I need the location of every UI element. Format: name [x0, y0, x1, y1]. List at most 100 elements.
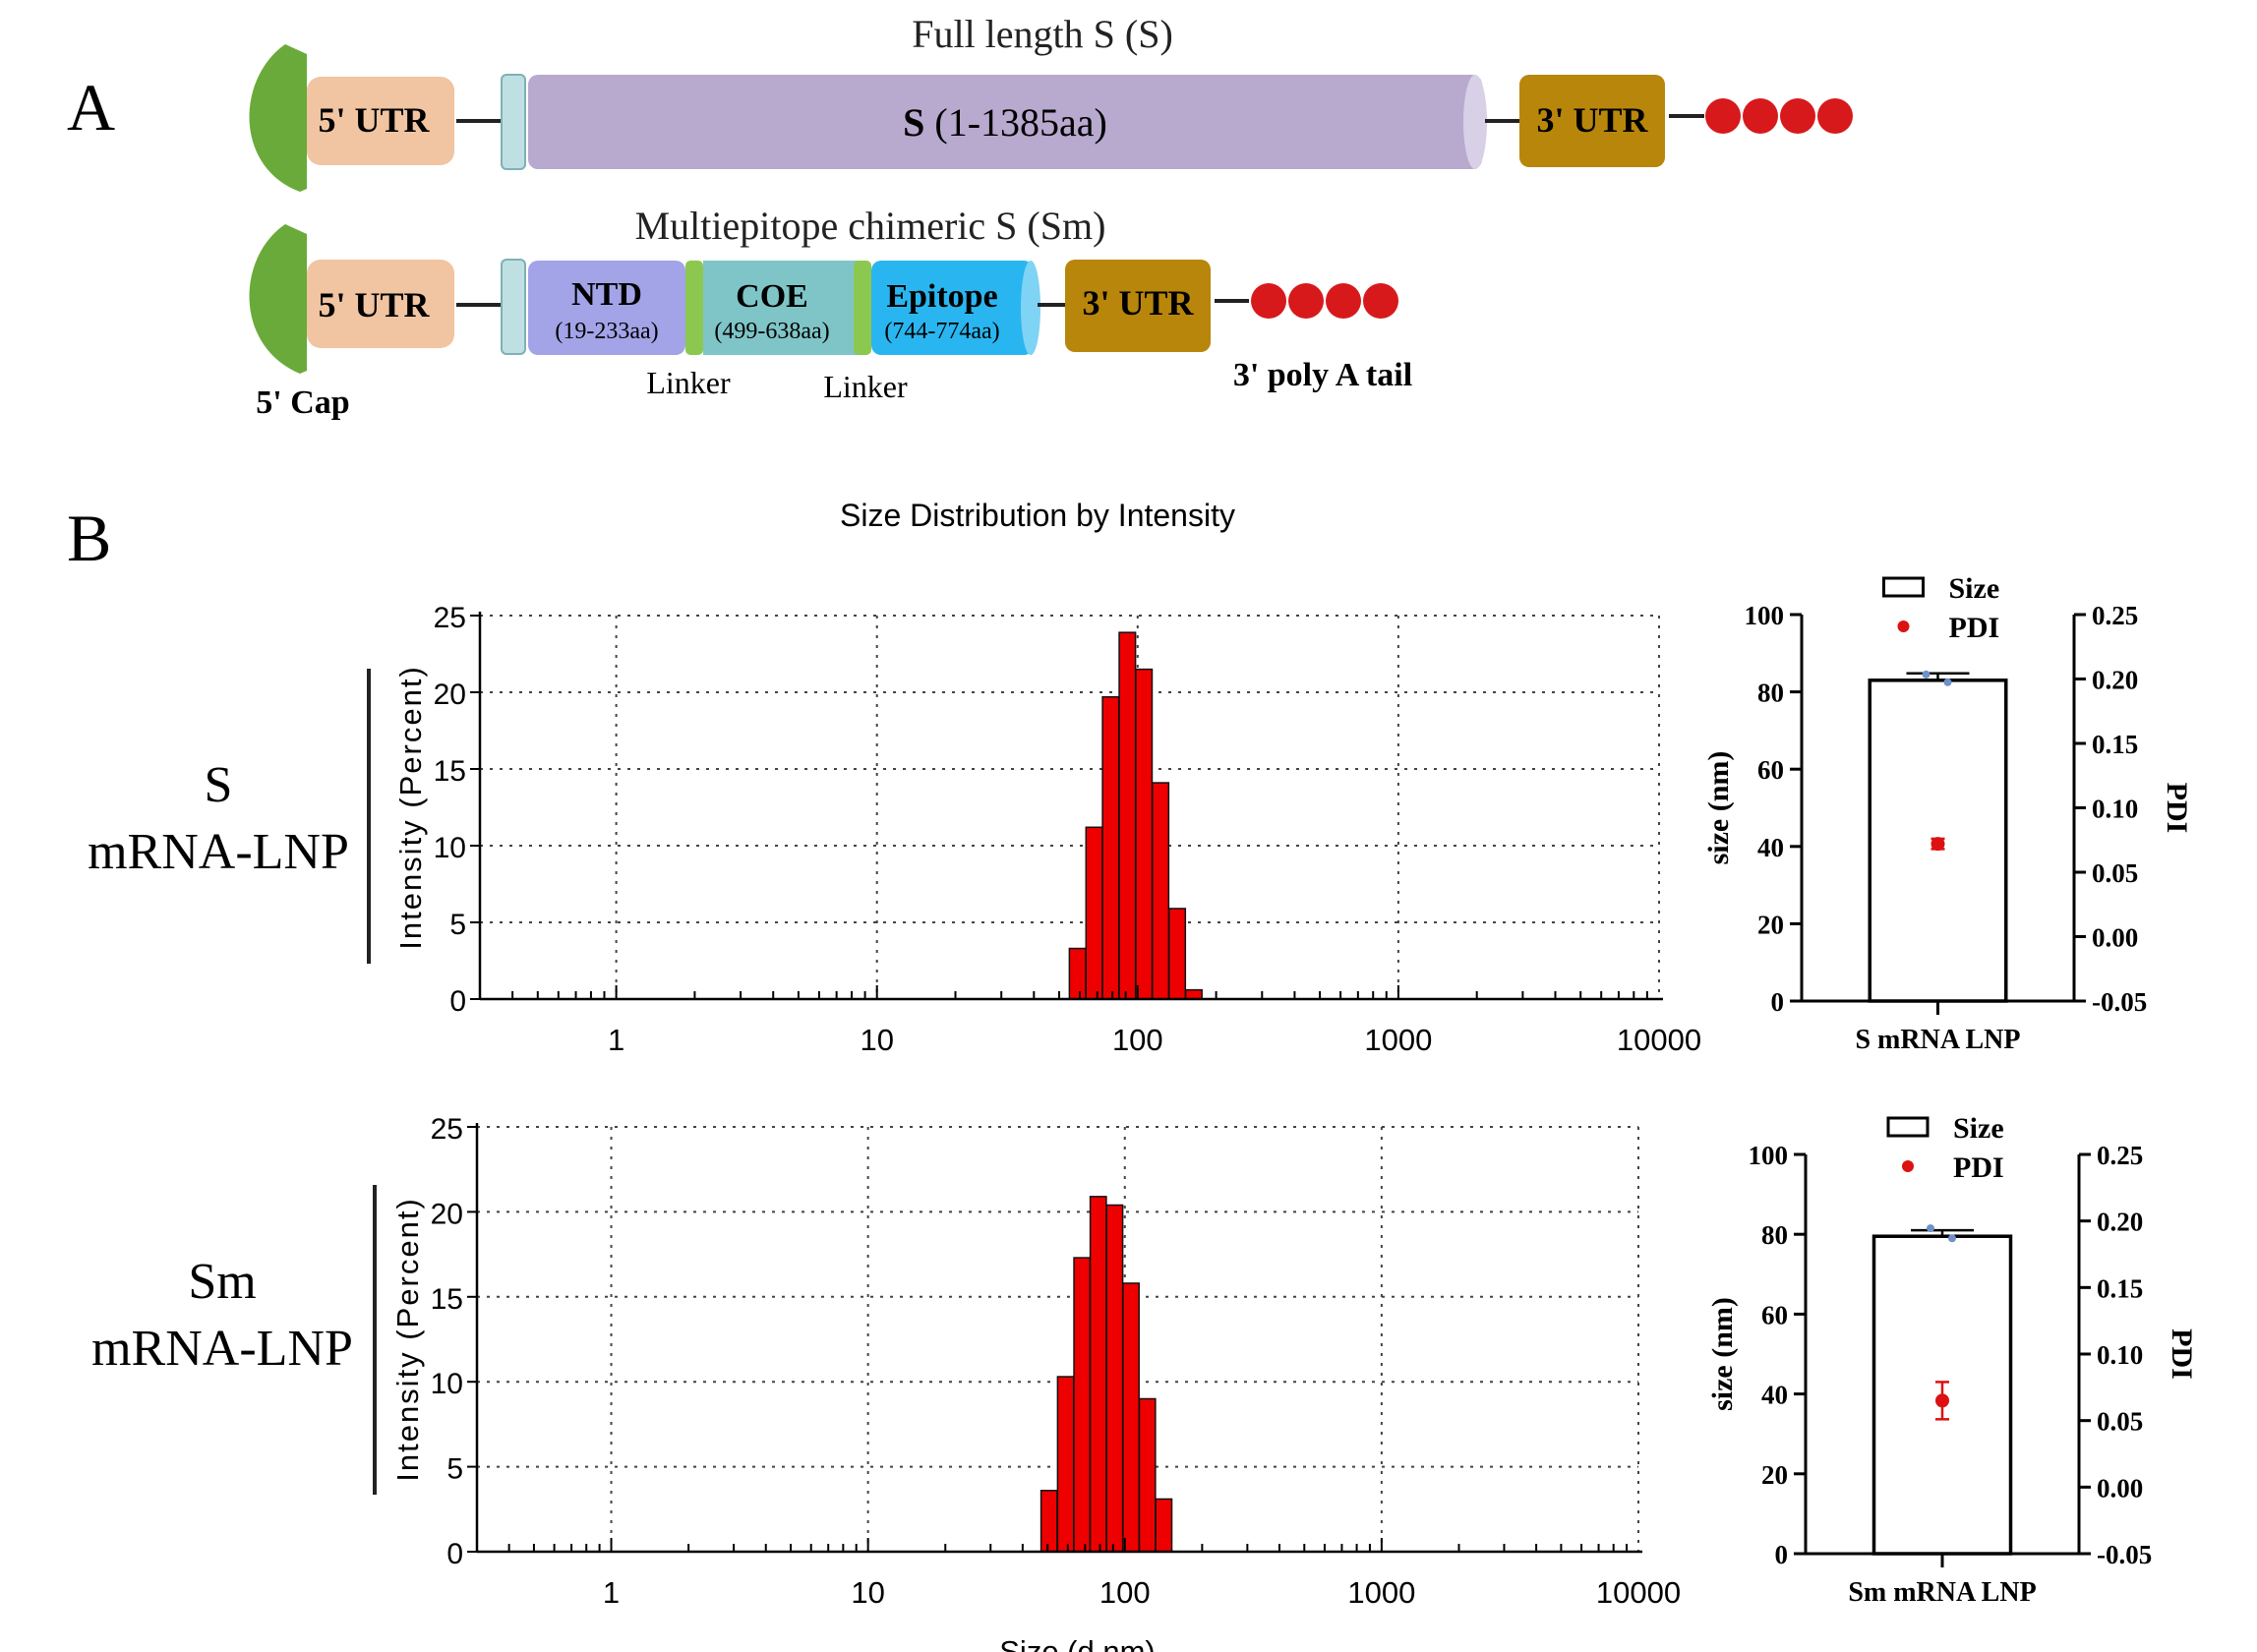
polya-dot	[1780, 98, 1815, 134]
ntd-box	[528, 261, 685, 355]
histogram-bar	[1167, 908, 1187, 1000]
cap-shape-sm	[249, 224, 307, 374]
y-tick-label: 60	[1761, 1300, 1788, 1329]
y2-tick-label: 0.10	[2092, 795, 2138, 824]
x-tick-label: S mRNA LNP	[1855, 1025, 2020, 1055]
pdi-point	[1935, 1393, 1949, 1408]
y-tick-label: 10	[431, 1368, 463, 1400]
size-replicate-point	[1948, 1234, 1956, 1243]
y2-tick-label: 0.20	[2092, 666, 2138, 695]
y2-tick-label: 0.00	[2097, 1473, 2143, 1503]
size-replicate-point	[1927, 1224, 1934, 1233]
dls-chart-s: 0 5 10 15 20 25 1 10 100 1000 10000 Intensity (Perc…	[393, 602, 1701, 1057]
ntd-range: (19-233aa)	[555, 319, 658, 344]
legend-pdi-label: PDI	[1949, 612, 2000, 644]
y2-tick-label: 0.15	[2092, 730, 2138, 759]
utr3-label-sm: 3' UTR	[1082, 283, 1194, 323]
panel-a-label: A	[67, 70, 115, 145]
histogram-bar	[1089, 1196, 1107, 1553]
y-tick-label: 5	[446, 1453, 463, 1486]
cap-shape-s	[249, 44, 307, 192]
y-tick-label: 15	[434, 755, 466, 788]
y-tick-label: 100	[1749, 1141, 1789, 1170]
y2-tick-label: 0.00	[2092, 923, 2138, 953]
histogram-bar	[1085, 826, 1103, 1000]
y-tick-label: 60	[1757, 755, 1784, 785]
size-pdi-chart-s: 0 20 40 60 80 100 -0.05 0.00 0.05 0.10 0.15 0.20 0.2…	[1702, 572, 2193, 1055]
panel-b-label: B	[67, 501, 111, 575]
y-tick-label: 20	[434, 678, 466, 711]
y2-axis-label: PDI	[2166, 1328, 2198, 1380]
x-tick-label: Sm mRNA LNP	[1848, 1577, 2036, 1608]
y-tick-label: 0	[446, 1538, 463, 1570]
epitope-box	[871, 261, 1034, 355]
y-tick-label: 25	[431, 1113, 463, 1146]
y-tick-label: 5	[449, 909, 466, 941]
histogram-bar	[1068, 947, 1087, 1000]
y-tick-label: 100	[1745, 601, 1785, 630]
y-tick-label: 40	[1757, 833, 1784, 862]
histogram-bar	[1073, 1257, 1092, 1553]
x-tick-label: 1000	[1347, 1575, 1415, 1610]
histogram-bar	[1056, 1376, 1075, 1553]
histogram-bar	[1138, 1397, 1157, 1553]
size-pdi-chart-sm: 0 20 40 60 80 100 -0.05 0.00 0.05 0.10 0.15 0.20 0.2…	[1706, 1112, 2198, 1608]
x-tick-label: 10000	[1596, 1575, 1681, 1610]
coe-label: COE	[736, 278, 808, 315]
legend-size-swatch	[1882, 576, 1925, 598]
legend-pdi-label: PDI	[1953, 1151, 2004, 1184]
utr3-box-sm	[1065, 260, 1211, 352]
dls-title: Size Distribution by Intensity	[840, 498, 1235, 533]
legend-size-swatch	[1886, 1116, 1930, 1138]
legend-size-label: Size	[1953, 1112, 2004, 1145]
utr5-label-s: 5' UTR	[318, 100, 430, 140]
legend-pdi-swatch	[1902, 1160, 1914, 1172]
x-tick-label: 1	[608, 1023, 624, 1057]
cap-label: 5' Cap	[256, 384, 349, 421]
utr5-label-sm: 5' UTR	[318, 285, 430, 324]
y-axis-label: size (nm)	[1702, 751, 1735, 865]
size-replicate-point	[1943, 678, 1952, 686]
polya-label: 3' poly A tail	[1233, 357, 1412, 393]
polya-dot	[1817, 98, 1853, 134]
s-body-end	[1463, 75, 1487, 169]
legend-pdi-swatch	[1897, 620, 1910, 632]
y2-tick-label: 0.25	[2092, 601, 2138, 630]
x-tick-label: 1	[603, 1575, 620, 1610]
pdi-point	[1930, 837, 1945, 852]
row-s-label-line2: mRNA-LNP	[88, 824, 349, 880]
y-tick-label: 80	[1761, 1220, 1788, 1250]
linker-2-label: Linker	[823, 369, 908, 404]
epitope-range: (744-774aa)	[884, 319, 999, 344]
y2-tick-label: 0.15	[2097, 1273, 2143, 1303]
spacer-box-s	[501, 74, 526, 170]
y2-tick-label: 0.25	[2097, 1141, 2143, 1170]
y2-tick-label: 0.05	[2092, 858, 2138, 888]
y2-axis-label: PDI	[2161, 783, 2193, 834]
linker-1-label: Linker	[646, 365, 731, 400]
x-tick-label: 10	[860, 1023, 893, 1057]
utr3-box-s	[1519, 75, 1665, 167]
histogram-bar	[1039, 1490, 1058, 1553]
y2-tick-label: 0.20	[2097, 1208, 2143, 1237]
x-tick-label: 10	[851, 1575, 884, 1610]
histogram-bar	[1101, 695, 1120, 1000]
x-axis-label: Size (d.nm)	[999, 1634, 1155, 1652]
polya-dot	[1705, 98, 1741, 134]
y-axis-label: size (nm)	[1706, 1297, 1739, 1411]
polya-dot	[1363, 283, 1398, 319]
histogram-bar	[1152, 782, 1170, 1000]
linker-2-box	[854, 261, 871, 355]
y-axis-label: Intensity (Percent)	[393, 665, 428, 950]
histogram-bar	[1122, 1282, 1140, 1553]
x-tick-label: 1000	[1364, 1023, 1432, 1057]
legend-size-label: Size	[1949, 572, 2000, 605]
polya-dot	[1743, 98, 1778, 134]
y2-tick-label: -0.05	[2097, 1540, 2152, 1569]
construct-s-title: Full length S (S)	[912, 12, 1173, 56]
y-tick-label: 10	[434, 832, 466, 864]
ntd-label: NTD	[571, 276, 642, 313]
coe-range: (499-638aa)	[714, 319, 829, 344]
linker-1-box	[685, 261, 703, 355]
